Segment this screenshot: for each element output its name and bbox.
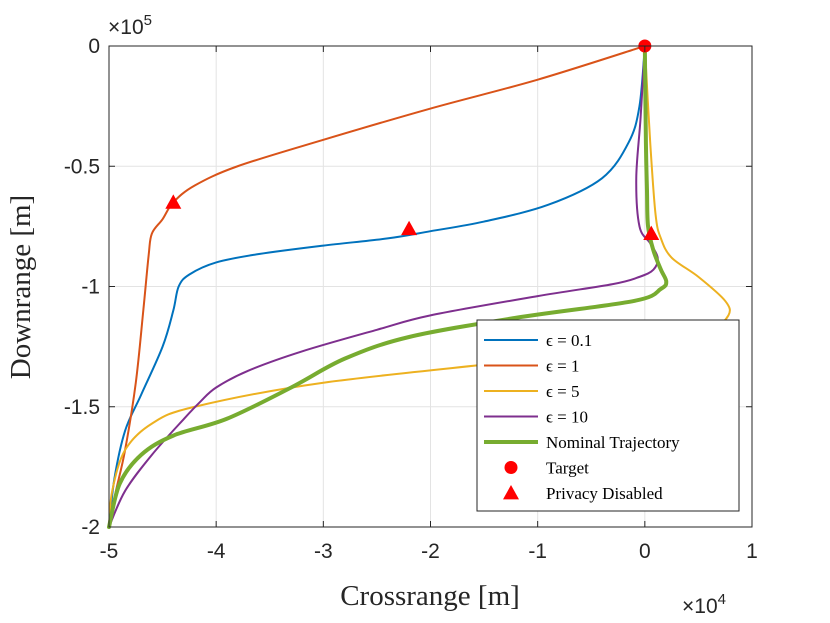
legend-label: ϵ = 0.1 xyxy=(546,331,592,350)
series-line-4 xyxy=(107,44,669,529)
x-ticks: -5 -4 -3 -2 -1 0 1 xyxy=(100,46,758,563)
y-tick-label: -2 xyxy=(81,516,100,539)
x-exponent: ×104 xyxy=(682,591,726,618)
x-tick-label: 1 xyxy=(746,540,758,563)
legend-label: ϵ = 10 xyxy=(546,408,588,427)
legend-label: Nominal Trajectory xyxy=(546,433,680,452)
y-axis-label: Downrange [m] xyxy=(5,195,37,379)
svg-text:×105: ×105 xyxy=(108,12,152,39)
legend-label: ϵ = 1 xyxy=(546,357,579,376)
x-exponent-power: 4 xyxy=(718,591,726,608)
legend-swatch xyxy=(503,485,519,500)
y-exponent-base: ×10 xyxy=(108,16,144,39)
y-tick-label: -0.5 xyxy=(64,155,100,178)
legend-swatch xyxy=(504,461,518,474)
x-tick-label: -4 xyxy=(207,540,226,563)
svg-text:×104: ×104 xyxy=(682,591,726,618)
y-exponent: ×105 xyxy=(108,12,152,39)
x-tick-label: -2 xyxy=(421,540,440,563)
privacy-disabled-marker xyxy=(401,220,418,236)
x-axis-label: Crossrange [m] xyxy=(340,580,520,612)
x-tick-label: 0 xyxy=(639,540,651,563)
x-tick-label: -1 xyxy=(528,540,547,563)
legend-label: Target xyxy=(546,459,589,478)
y-tick-label: -1 xyxy=(81,276,100,299)
privacy-disabled-marker xyxy=(643,225,660,240)
x-tick-label: -3 xyxy=(314,540,333,563)
legend: ϵ = 0.1 ϵ = 1 ϵ = 5 ϵ = 10 Nominal Trajector… xyxy=(476,319,740,512)
y-exponent-power: 5 xyxy=(144,12,152,29)
series-line-3 xyxy=(108,45,659,528)
legend-label: Privacy Disabled xyxy=(546,484,663,503)
x-tick-label: -5 xyxy=(100,540,119,563)
privacy-disabled-marker xyxy=(165,194,182,209)
x-exponent-base: ×10 xyxy=(682,595,718,618)
y-tick-label: 0 xyxy=(88,35,100,58)
series-line-0 xyxy=(108,45,646,528)
series-line-1 xyxy=(108,45,646,528)
legend-label: ϵ = 5 xyxy=(546,382,579,401)
y-tick-label: -1.5 xyxy=(64,396,100,419)
y-ticks: 0 -0.5 -1 -1.5 -2 xyxy=(64,35,752,539)
